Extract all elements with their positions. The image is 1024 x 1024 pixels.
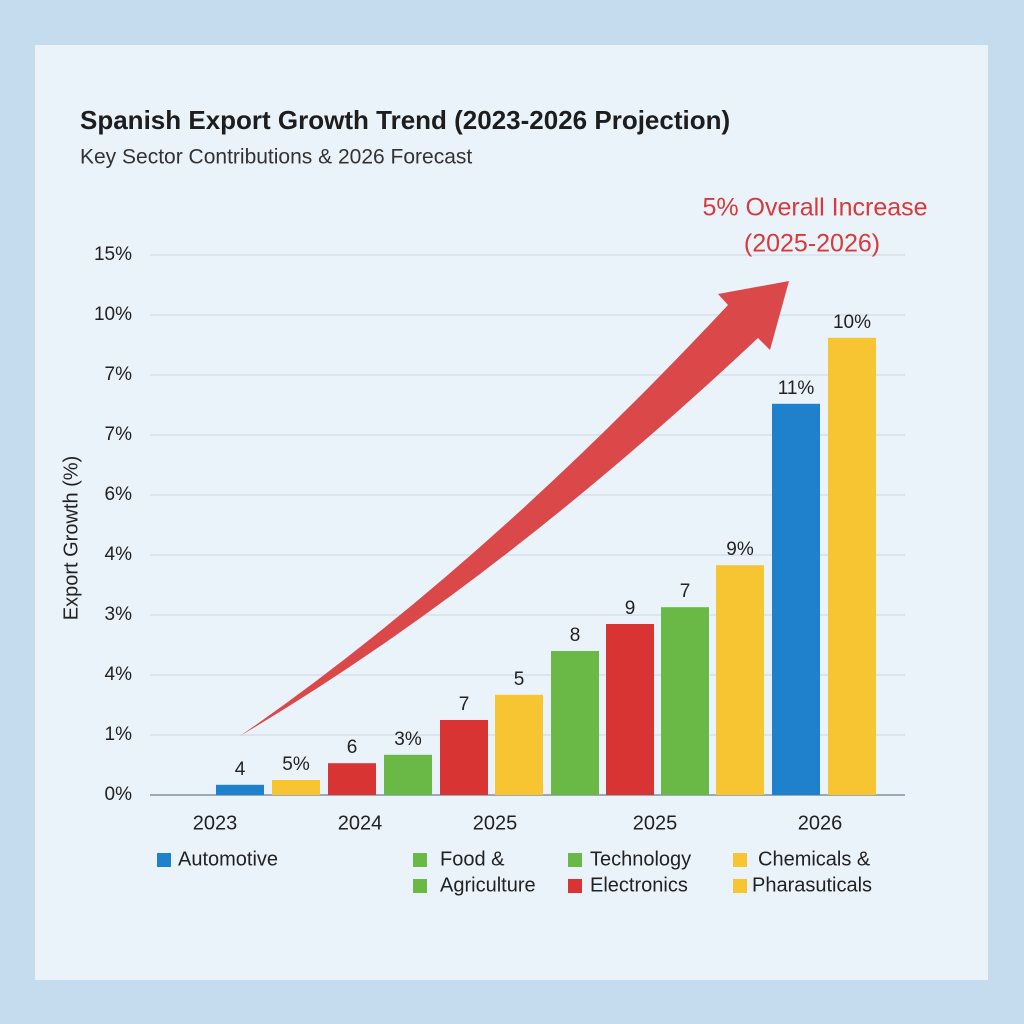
bar bbox=[328, 763, 376, 795]
bar bbox=[661, 607, 709, 795]
legend-label: Technology bbox=[590, 848, 691, 870]
x-tick-label: 2024 bbox=[338, 812, 383, 834]
y-tick-label: 7% bbox=[105, 364, 133, 385]
data-label: 5% bbox=[282, 754, 310, 775]
trend-arrow bbox=[240, 281, 789, 736]
legend-swatch bbox=[157, 853, 171, 867]
bar bbox=[495, 694, 543, 795]
legend-swatch bbox=[568, 879, 582, 893]
y-axis-title: Export Growth (%) bbox=[60, 456, 82, 620]
chart-title: Spanish Export Growth Trend (2023-2026 P… bbox=[80, 105, 730, 135]
data-label: 5 bbox=[514, 669, 525, 690]
legend-swatch bbox=[733, 853, 747, 867]
data-label: 7 bbox=[680, 581, 691, 602]
legend-swatch bbox=[413, 853, 427, 867]
annotation: 5% Overall Increase bbox=[702, 194, 927, 222]
data-label: 4 bbox=[235, 759, 246, 780]
bar bbox=[384, 754, 432, 795]
x-tick-label: 2023 bbox=[193, 812, 238, 834]
data-label: 3% bbox=[394, 729, 422, 750]
y-tick-label: 4% bbox=[105, 544, 133, 565]
bar bbox=[216, 784, 264, 795]
y-tick-label: 4% bbox=[105, 664, 133, 685]
bar bbox=[272, 780, 320, 795]
data-label: 9% bbox=[726, 539, 754, 560]
data-label: 9 bbox=[625, 598, 636, 619]
y-tick-label: 10% bbox=[94, 304, 132, 325]
x-tick-label: 2026 bbox=[798, 812, 843, 834]
data-label: 11% bbox=[778, 378, 815, 399]
legend-label: Food & bbox=[440, 848, 505, 870]
data-label: 10% bbox=[833, 312, 871, 333]
chart-subtitle: Key Sector Contributions & 2026 Forecast bbox=[80, 146, 472, 169]
legend-label: Chemicals & bbox=[758, 848, 871, 870]
legend-label: Agriculture bbox=[440, 874, 536, 896]
legend-swatch bbox=[413, 879, 427, 893]
data-label: 7 bbox=[459, 694, 470, 715]
y-tick-label: 3% bbox=[105, 604, 133, 625]
bar bbox=[716, 565, 764, 795]
data-label: 6 bbox=[347, 737, 358, 758]
legend-swatch bbox=[568, 853, 582, 867]
annotation: (2025-2026) bbox=[744, 230, 880, 258]
y-tick-label: 6% bbox=[105, 484, 133, 505]
bar bbox=[440, 720, 488, 795]
legend-label: Electronics bbox=[590, 874, 688, 896]
y-tick-label: 1% bbox=[105, 724, 133, 745]
x-tick-label: 2025 bbox=[633, 812, 678, 834]
legend-label: Automotive bbox=[178, 848, 278, 870]
y-tick-label: 0% bbox=[105, 784, 133, 805]
bar bbox=[551, 651, 599, 795]
y-tick-label: 15% bbox=[94, 244, 132, 265]
y-tick-label: 7% bbox=[105, 424, 133, 445]
legend-swatch bbox=[733, 879, 747, 893]
x-tick-label: 2025 bbox=[473, 812, 518, 834]
data-label: 8 bbox=[570, 625, 581, 646]
bar bbox=[772, 403, 820, 795]
bar bbox=[828, 337, 876, 795]
bar bbox=[606, 624, 654, 795]
legend-label: Pharasuticals bbox=[752, 874, 872, 896]
